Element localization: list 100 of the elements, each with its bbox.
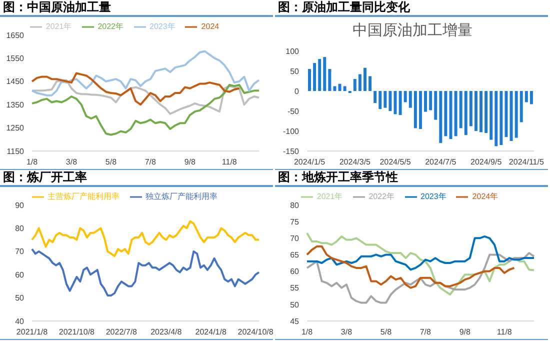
bar [454, 91, 458, 136]
y-tick-label: 70 [290, 234, 300, 243]
y-tick-label: 1450 [6, 77, 25, 86]
line-series [306, 232, 535, 296]
x-tick-label: 9/8 [459, 328, 472, 337]
bar [398, 91, 402, 115]
bar [384, 91, 387, 108]
x-tick-label: 1/8 [26, 158, 38, 167]
bar [510, 91, 513, 141]
bar [414, 91, 417, 128]
y-tick-label: 55 [290, 284, 300, 293]
y-tick-label: 1350 [6, 100, 25, 110]
line-series [31, 220, 260, 258]
bar [444, 91, 448, 136]
bar [363, 68, 366, 91]
bar [374, 91, 377, 103]
y-tick-label: 50 [290, 300, 300, 310]
x-tick-label: 2023/4/8 [150, 328, 182, 337]
y-tick-label: -100 [282, 126, 300, 136]
x-tick-label: 2024/3/5 [339, 158, 372, 167]
bar [434, 91, 438, 120]
y-tick-label: 50 [290, 66, 300, 76]
legend-label: 2023年 [420, 192, 446, 202]
bar [490, 91, 493, 140]
x-tick-label: 3/8 [340, 328, 353, 337]
bar [338, 84, 342, 91]
bar [408, 91, 412, 108]
bar [353, 79, 356, 91]
y-tick-label: -50 [287, 106, 300, 116]
line-series [31, 72, 240, 106]
bar [469, 91, 472, 126]
line-series [31, 84, 260, 136]
x-tick-label: 2021/1/8 [16, 328, 48, 337]
bar [500, 91, 503, 145]
x-tick-label: 2024/5/5 [380, 158, 412, 167]
bar [313, 63, 316, 91]
y-tick-label: 65 [290, 250, 300, 260]
x-tick-label: 11/8 [222, 158, 238, 167]
x-tick-label: 7/8 [144, 158, 157, 167]
y-tick-label: 60 [290, 267, 300, 276]
bar [429, 91, 432, 110]
x-tick-label: 1/8 [301, 328, 314, 337]
bar [520, 91, 523, 122]
bar [404, 91, 407, 102]
bar [328, 69, 332, 91]
bar [323, 57, 326, 91]
bar [514, 91, 518, 138]
bar [368, 76, 372, 91]
legend-label: 2022年 [368, 192, 394, 202]
x-tick-label: 5/8 [105, 158, 118, 167]
y-tick-label: 80 [290, 200, 300, 210]
y-tick-label: 75 [290, 217, 300, 226]
x-tick-label: 2022/7/8 [106, 328, 138, 337]
bar [333, 86, 336, 91]
x-tick-label: 2021/10/8 [58, 328, 96, 337]
y-tick-label: 40 [15, 316, 25, 326]
chart-subtitle: 中国原油加工增量 [352, 22, 474, 40]
bar [449, 91, 452, 139]
bar [524, 91, 528, 102]
legend-label: 2022年 [98, 22, 124, 32]
x-tick-label: 2024/11/5 [508, 158, 544, 167]
line-series [306, 235, 535, 271]
y-tick-label: -150 [282, 146, 300, 156]
x-tick-label: 2024/7/5 [425, 158, 457, 167]
chart-title: 图：原油加工量同比变化 [277, 0, 411, 15]
y-tick-label: 1650 [6, 30, 25, 40]
line-series [306, 252, 535, 304]
bar [394, 91, 397, 114]
bar [504, 91, 508, 137]
legend-label: 主营炼厂产能利用率 [48, 192, 120, 202]
bar [494, 91, 498, 146]
bar [308, 69, 311, 91]
line-series [31, 50, 260, 96]
y-tick-label: 70 [15, 247, 25, 256]
y-tick-label: 100 [286, 46, 300, 56]
legend-label: 2021年 [46, 22, 72, 32]
bar [484, 91, 488, 133]
bar [474, 91, 478, 131]
y-tick-label: 0 [294, 86, 300, 96]
x-tick-label: 9/8 [184, 158, 196, 167]
bar [424, 91, 428, 112]
x-tick-label: 2024/1/5 [294, 158, 326, 167]
bar [480, 91, 483, 132]
bar [378, 91, 382, 109]
bar [439, 91, 442, 143]
y-tick-label: 60 [15, 270, 25, 280]
y-tick-label: 1250 [6, 124, 25, 133]
legend-label: 2021年 [316, 192, 343, 202]
y-tick-label: 1150 [6, 146, 25, 156]
line-series [31, 79, 260, 115]
bar [530, 91, 533, 104]
bar [418, 91, 422, 129]
bar [464, 91, 468, 135]
y-tick-label: 45 [290, 316, 300, 326]
x-tick-label: 5/8 [380, 328, 392, 337]
y-tick-label: 90 [15, 200, 25, 210]
legend-label: 2023年 [150, 22, 176, 32]
bar [343, 86, 346, 91]
legend-label: 独立炼厂产能利用率 [146, 192, 218, 202]
y-tick-label: 80 [15, 224, 25, 234]
